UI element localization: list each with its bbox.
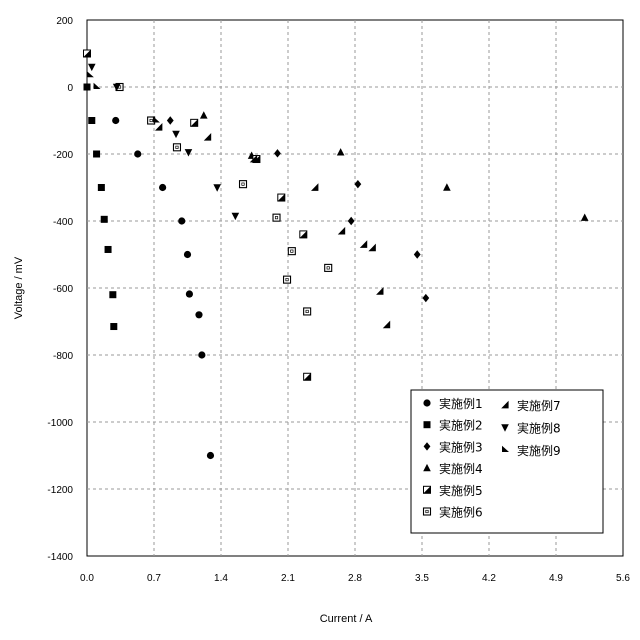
legend-label: 実施例4 (439, 461, 483, 476)
data-point-series-2 (88, 117, 95, 124)
data-point-series-2 (98, 184, 105, 191)
data-point-series-2 (109, 291, 116, 298)
data-point-series-1 (159, 184, 166, 191)
legend-marker-series-6 (424, 508, 431, 515)
legend-label: 実施例1 (439, 396, 483, 411)
y-tick-label: -1000 (47, 418, 73, 429)
data-point-series-6 (273, 214, 280, 221)
y-tick-label: -400 (53, 217, 73, 228)
data-point-series-1 (195, 311, 202, 318)
x-tick-label: 5.6 (616, 573, 630, 584)
data-point-series-5 (300, 231, 307, 238)
data-point-series-6 (288, 248, 295, 255)
data-point-series-5 (278, 194, 285, 201)
legend-label: 実施例5 (439, 483, 483, 498)
legend-label: 実施例6 (439, 505, 483, 520)
data-point-series-1 (112, 117, 119, 124)
y-tick-label: -1400 (47, 552, 73, 563)
x-tick-label: 2.1 (281, 573, 295, 584)
legend-marker-series-5 (424, 486, 431, 493)
data-point-series-2 (105, 246, 112, 253)
data-point-series-1 (184, 251, 191, 258)
data-point-series-6 (284, 276, 291, 283)
x-tick-label: 0.7 (147, 573, 161, 584)
legend-marker-series-1 (423, 399, 430, 406)
data-point-series-5 (84, 50, 91, 57)
y-tick-label: -800 (53, 351, 73, 362)
y-tick-labels: 200 0 -200 -400 -600 -800 -1000 -1200 -1400 (47, 16, 73, 563)
legend-label: 実施例8 (517, 421, 561, 436)
y-tick-label: 200 (56, 16, 73, 27)
x-tick-label: 4.9 (549, 573, 563, 584)
data-point-series-2 (84, 84, 91, 91)
data-point-series-1 (198, 351, 205, 358)
data-point-series-2 (110, 323, 117, 330)
legend-label: 実施例9 (517, 443, 561, 458)
legend-label: 実施例2 (439, 418, 483, 433)
legend: 実施例1 実施例2 実施例3 実施例4 実施例5 実施例6 実施例7 実施例8 実施例9 (411, 390, 603, 533)
y-tick-label: -1200 (47, 485, 73, 496)
data-point-series-1 (134, 150, 141, 157)
x-tick-label: 4.2 (482, 573, 496, 584)
x-tick-label: 1.4 (214, 573, 228, 584)
x-tick-label: 2.8 (348, 573, 362, 584)
data-point-series-1 (186, 290, 193, 297)
data-point-series-6 (240, 181, 247, 188)
data-point-series-2 (93, 151, 100, 158)
y-tick-label: 0 (67, 83, 73, 94)
data-point-series-6 (304, 308, 311, 315)
x-tick-labels: 0.0 0.7 1.4 2.1 2.8 3.5 4.2 4.9 5.6 (80, 573, 630, 584)
y-axis-title: Voltage / mV (13, 256, 25, 319)
x-tick-label: 0.0 (80, 573, 94, 584)
x-tick-label: 3.5 (415, 573, 429, 584)
data-point-series-1 (178, 217, 185, 224)
legend-label: 実施例7 (517, 398, 561, 413)
legend-marker-series-2 (424, 421, 431, 428)
data-point-series-6 (173, 144, 180, 151)
legend-label: 実施例3 (439, 439, 483, 454)
data-point-series-5 (304, 373, 311, 380)
data-point-series-5 (191, 119, 198, 126)
x-axis-title: Current / A (320, 613, 373, 625)
y-tick-label: -200 (53, 150, 73, 161)
data-point-series-1 (207, 452, 214, 459)
data-point-series-6 (325, 264, 332, 271)
y-tick-label: -600 (53, 284, 73, 295)
data-point-series-2 (101, 216, 108, 223)
